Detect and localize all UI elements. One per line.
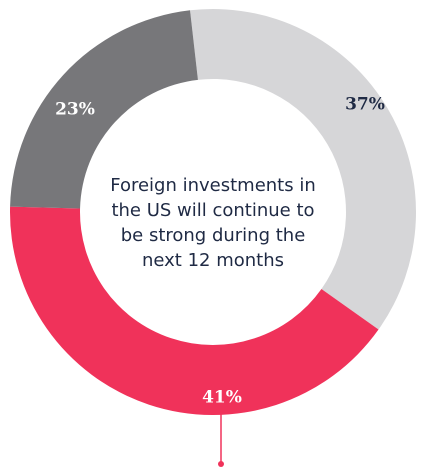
value-label: 41% <box>202 388 242 408</box>
value-label: 23% <box>55 100 95 120</box>
value-label: 37% <box>345 95 385 115</box>
center-text: the US will continue to <box>111 200 314 221</box>
center-text: Foreign investments in <box>110 175 316 196</box>
center-text: be strong during the <box>121 225 306 246</box>
leader-dot <box>218 461 224 467</box>
center-text: next 12 months <box>142 250 284 271</box>
donut-segment <box>190 9 416 330</box>
donut-segment <box>10 10 198 209</box>
donut-segment <box>10 206 379 416</box>
